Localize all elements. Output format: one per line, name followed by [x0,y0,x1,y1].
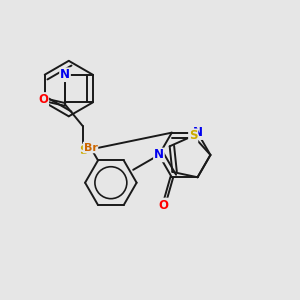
Text: O: O [38,93,48,106]
Text: N: N [193,126,202,139]
Text: O: O [159,199,169,212]
Text: S: S [79,145,87,158]
Text: S: S [189,129,197,142]
Text: Br: Br [84,142,98,152]
Text: N: N [154,148,164,161]
Text: N: N [60,68,70,81]
